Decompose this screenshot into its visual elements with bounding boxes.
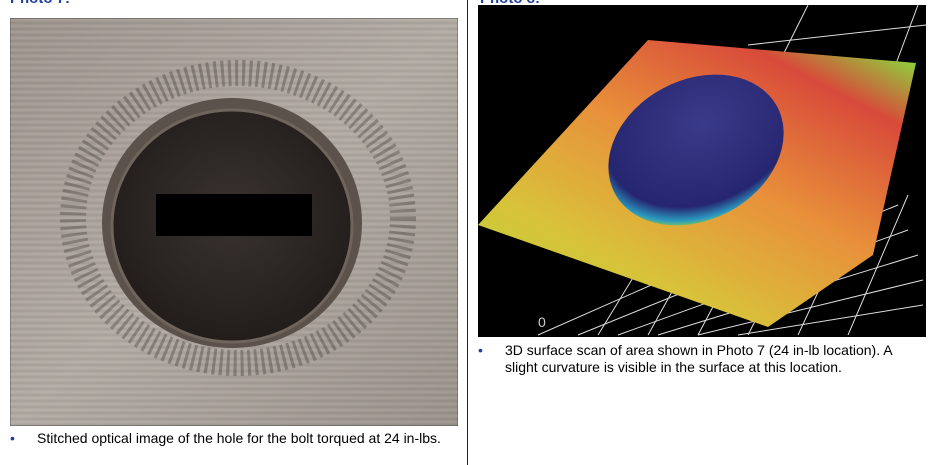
photo-heading: Photo 8:: [480, 0, 540, 7]
optical-image: [10, 18, 458, 426]
scan-axis-label: 0: [538, 314, 546, 330]
caption: 3D surface scan of area shown in Photo 7…: [478, 342, 925, 376]
photo-heading: Photo 7:: [10, 0, 70, 7]
surface-scan: 0: [478, 5, 926, 337]
divider: [467, 0, 468, 465]
caption: Stitched optical image of the hole for t…: [10, 430, 477, 447]
